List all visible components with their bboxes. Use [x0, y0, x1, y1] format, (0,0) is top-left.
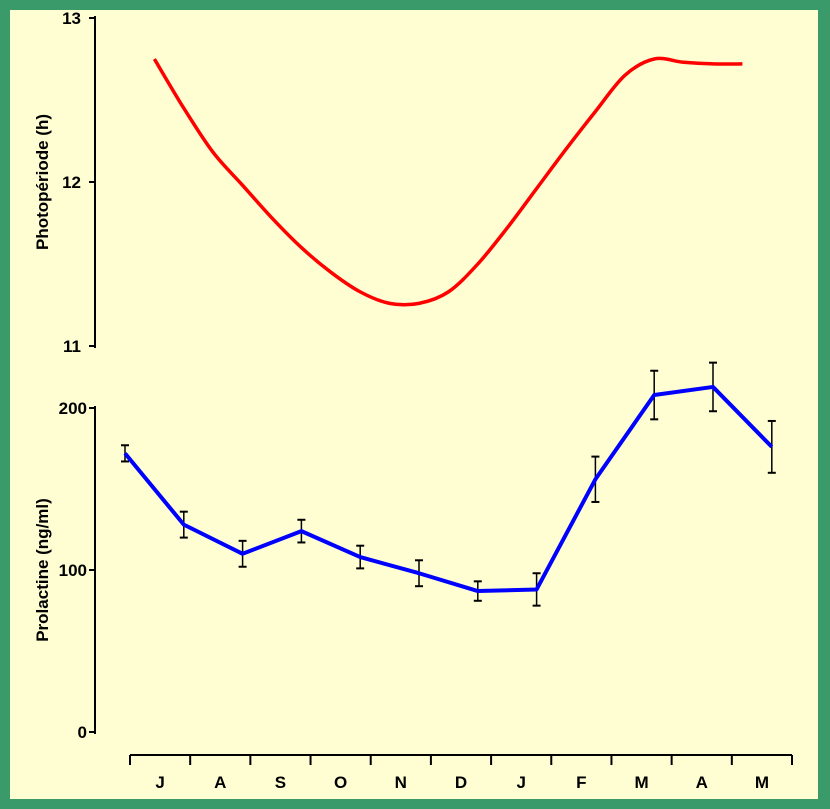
prolactin-y-tick-label: 0	[78, 723, 87, 742]
x-axis-month-label: J	[155, 773, 164, 792]
photoperiod-series-line	[152, 56, 743, 307]
x-axis-month-label: A	[696, 773, 708, 792]
x-axis-month-label: J	[516, 773, 525, 792]
x-axis-month-label: M	[755, 773, 769, 792]
chart-canvas: 11 12 13 Photopériode (h) 0 100 200 Prolactine …	[33, 10, 793, 792]
x-axis-month-label: N	[395, 773, 407, 792]
photoperiod-y-axis-title: Photopériode (h)	[33, 114, 52, 250]
x-axis-month-label: A	[214, 773, 226, 792]
x-axis-month-label: S	[275, 773, 286, 792]
x-axis-month-label: M	[634, 773, 648, 792]
photoperiod-y-tick-label: 12	[62, 173, 81, 192]
prolactin-y-tick-label: 100	[59, 561, 87, 580]
x-axis-month-label: F	[576, 773, 586, 792]
prolactin-y-tick-label: 200	[59, 399, 87, 418]
chart-frame: 11 12 13 Photopériode (h) 0 100 200 Prolactine …	[10, 10, 818, 799]
photoperiod-y-tick-label: 11	[63, 337, 81, 356]
x-axis-month-label: O	[334, 773, 347, 792]
prolactin-y-axis-title: Prolactine (ng/ml)	[33, 498, 52, 642]
prolactin-series-line	[123, 384, 774, 594]
x-axis-month-label: D	[455, 773, 467, 792]
photoperiod-y-tick-label: 13	[62, 10, 81, 28]
